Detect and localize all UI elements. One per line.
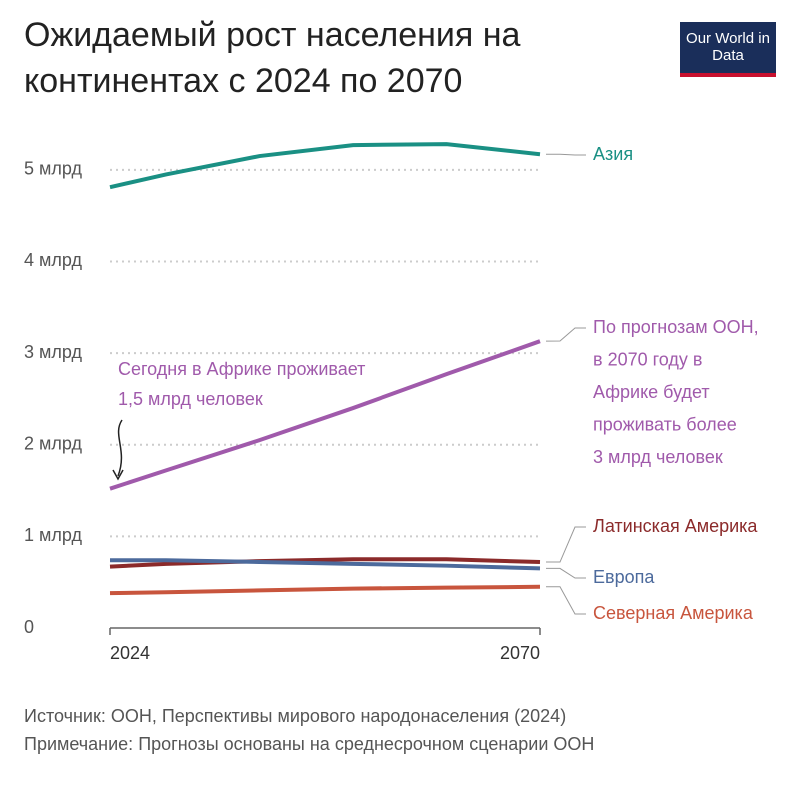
y-tick-label: 3 млрд bbox=[24, 342, 82, 362]
series-label: Латинская Америка bbox=[593, 516, 758, 536]
label-connector bbox=[546, 567, 586, 579]
label-connector bbox=[546, 153, 586, 156]
source: Источник: ООН, Перспективы мирового наро… bbox=[24, 706, 567, 726]
label-connector bbox=[546, 526, 586, 563]
annotation-connector bbox=[545, 327, 586, 342]
y-tick-label: 5 млрд bbox=[24, 159, 82, 179]
series-line bbox=[109, 584, 541, 596]
x-tick-label: 2070 bbox=[500, 643, 540, 663]
series-line bbox=[110, 558, 541, 571]
annotation-arrowhead bbox=[112, 469, 124, 481]
series-line bbox=[109, 339, 541, 491]
x-tick-label: 2024 bbox=[110, 643, 150, 663]
series-line bbox=[109, 142, 541, 190]
y-tick-label: 1 млрд bbox=[24, 525, 82, 545]
chart: 0 1 млрд 2 млрд 3 млрд 4 млрд 5 млрд 2024 2070 А… bbox=[24, 142, 759, 663]
annotation: Сегодня в Африке проживает bbox=[118, 359, 365, 379]
annotation-arrow bbox=[117, 419, 123, 477]
note: Примечание: Прогнозы основаны на среднес… bbox=[24, 734, 595, 754]
logo: Our World in Data bbox=[680, 22, 776, 77]
label-connector bbox=[546, 586, 586, 615]
annotation: По прогнозам ООН, bbox=[593, 317, 759, 337]
y-tick-label: 4 млрд bbox=[24, 250, 82, 270]
annotation: Африке будет bbox=[593, 382, 710, 402]
annotation: 3 млрд человек bbox=[593, 447, 723, 467]
y-tick-label: 2 млрд bbox=[24, 433, 82, 453]
annotation: 1,5 млрд человек bbox=[118, 389, 263, 409]
series-line bbox=[109, 557, 541, 569]
chart-title: Ожидаемый рост населения на континентах … bbox=[24, 16, 521, 100]
annotation: в 2070 году в bbox=[593, 349, 702, 369]
y-tick-label: 0 bbox=[24, 617, 34, 637]
annotation: проживать более bbox=[593, 414, 737, 434]
series-label: Европа bbox=[593, 567, 655, 587]
series-label: Северная Америка bbox=[593, 603, 754, 623]
series-label: Азия bbox=[593, 144, 633, 164]
